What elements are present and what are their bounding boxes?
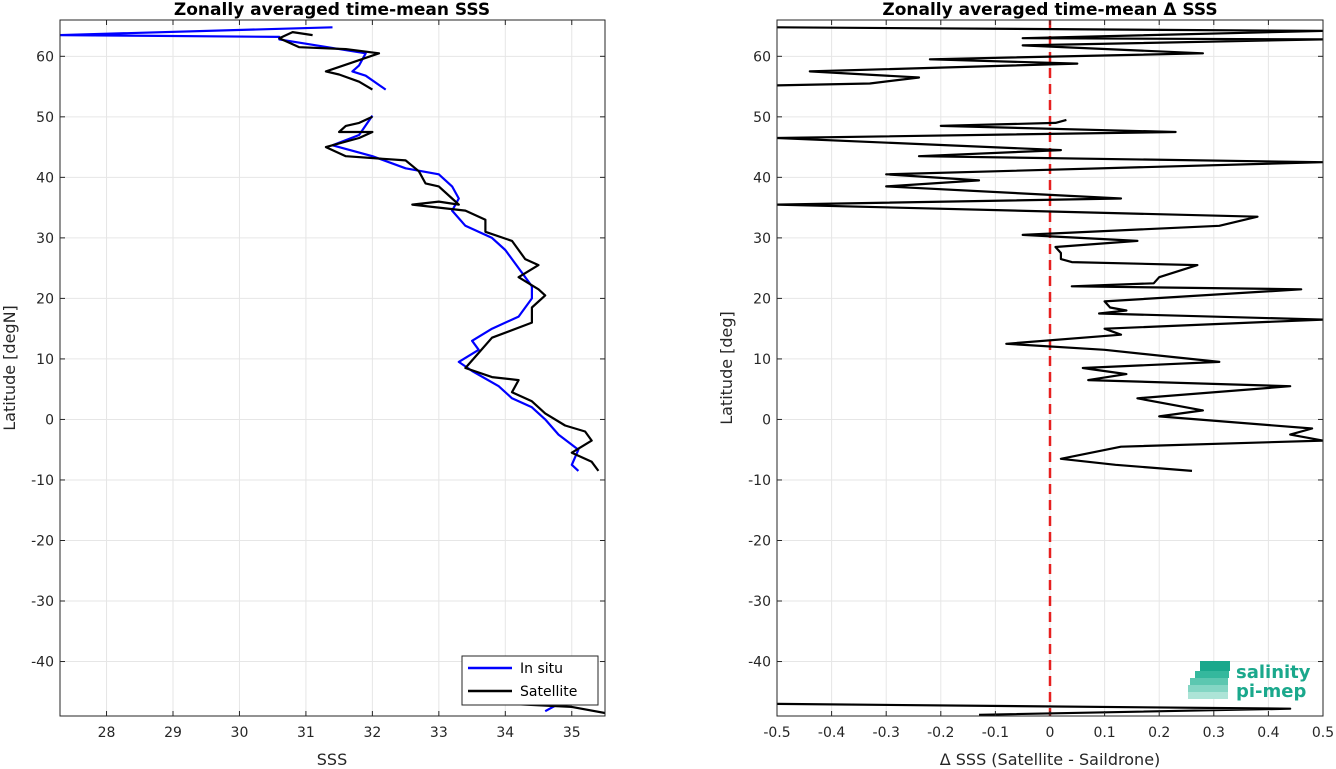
left-chart-title: Zonally averaged time-mean SSS: [174, 0, 490, 20]
left-x-tick-label: 33: [430, 725, 448, 741]
left-ticks: 28 29 30 31 32 33 34 35 -40 -30 -20 -10 0 10 20 30 40 50 6…: [31, 20, 605, 741]
left-x-tick-label: 35: [563, 725, 581, 741]
right-x-tick-label: -0.1: [982, 725, 1009, 741]
left-y-tick-label: 50: [36, 110, 54, 126]
right-x-tick-label: 0.2: [1148, 725, 1170, 741]
logo-wave-icon: [1188, 661, 1230, 699]
right-y-tick-label: 0: [762, 412, 771, 428]
left-y-tick-label: 10: [36, 352, 54, 368]
left-y-tick-label: -20: [31, 533, 54, 549]
left-y-axis-label: Latitude [degN]: [0, 305, 19, 431]
legend-satellite-label: Satellite: [520, 684, 577, 700]
left-x-tick-label: 29: [164, 725, 182, 741]
left-x-tick-label: 30: [231, 725, 249, 741]
left-x-axis-label: SSS: [317, 750, 347, 769]
logo-text-line2: pi-mep: [1236, 681, 1306, 702]
right-x-axis-label: Δ SSS (Satellite - Saildrone): [940, 750, 1161, 769]
right-x-tick-label: -0.3: [873, 725, 900, 741]
right-y-tick-label: -20: [748, 533, 771, 549]
right-chart-title: Zonally averaged time-mean Δ SSS: [882, 0, 1217, 20]
right-y-tick-label: 40: [753, 170, 771, 186]
left-y-tick-label: 30: [36, 231, 54, 247]
right-y-tick-label: -30: [748, 594, 771, 610]
left-y-tick-label: 60: [36, 49, 54, 65]
left-y-tick-label: -10: [31, 473, 54, 489]
right-series-line-delta-sss: [777, 26, 1323, 716]
logo-text-line1: salinity: [1236, 662, 1311, 683]
left-x-tick-label: 31: [297, 725, 315, 741]
right-y-axis-label: Latitude [deg]: [717, 311, 736, 425]
right-y-tick-label: -40: [748, 655, 771, 671]
right-x-tick-label: -0.4: [818, 725, 845, 741]
legend-box: [461, 655, 599, 706]
left-x-tick-label: 28: [98, 725, 116, 741]
right-y-tick-label: 10: [753, 352, 771, 368]
right-x-tick-label: -0.2: [927, 725, 954, 741]
right-y-tick-label: 20: [753, 291, 771, 307]
left-x-tick-label: 32: [363, 725, 381, 741]
right-y-tick-label: 30: [753, 231, 771, 247]
right-x-tick-label: 0.4: [1257, 725, 1279, 741]
right-x-tick-label: -0.5: [763, 725, 790, 741]
right-chart-panel: -0.5 -0.4 -0.3 -0.2 -0.1 0 0.1 0.2 0.3 0.4 0.5 -40 -…: [717, 0, 1334, 769]
legend-in-situ-label: In situ: [520, 661, 563, 677]
right-x-tick-label: 0: [1046, 725, 1055, 741]
right-ticks: -0.5 -0.4 -0.3 -0.2 -0.1 0 0.1 0.2 0.3 0.4 0.5 -40 -…: [748, 20, 1334, 741]
left-y-tick-label: 40: [36, 170, 54, 186]
legend: In situ Satellite: [461, 655, 599, 706]
left-chart-panel: 28 29 30 31 32 33 34 35 -40 -30 -20 -10 0 10 20 30 40 50 6…: [0, 0, 606, 769]
right-y-tick-label: 60: [753, 49, 771, 65]
right-x-tick-label: 0.1: [1093, 725, 1115, 741]
left-plot-area: [60, 20, 605, 716]
left-y-tick-label: 0: [45, 412, 54, 428]
left-axes-box: [59, 19, 606, 717]
right-y-tick-label: -10: [748, 473, 771, 489]
right-x-tick-label: 0.3: [1203, 725, 1225, 741]
salinity-pi-mep-logo: salinity pi-mep: [1188, 661, 1311, 702]
left-y-tick-label: -30: [31, 594, 54, 610]
right-x-tick-label: 0.5: [1312, 725, 1334, 741]
left-y-tick-label: 20: [36, 291, 54, 307]
right-series-group: [777, 20, 1323, 716]
right-y-tick-label: 50: [753, 110, 771, 126]
left-x-tick-label: 34: [496, 725, 514, 741]
left-y-tick-label: -40: [31, 655, 54, 671]
left-grid: [60, 20, 605, 716]
